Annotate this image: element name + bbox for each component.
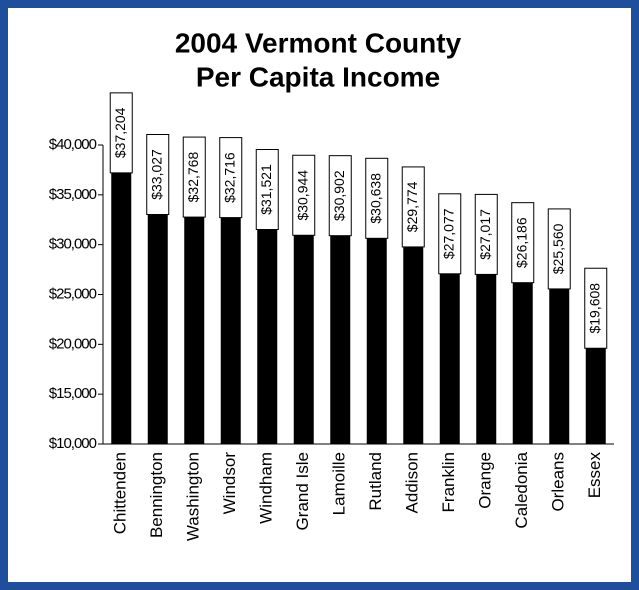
x-tick-label: Bennington xyxy=(147,452,166,538)
y-tick-label: $25,000 xyxy=(49,285,97,302)
bar xyxy=(293,235,314,444)
y-tick-label: $20,000 xyxy=(49,335,97,352)
y-tick-label: $15,000 xyxy=(49,385,97,402)
value-label: $32,716 xyxy=(221,152,237,203)
value-label-box xyxy=(219,137,243,219)
x-tick-label: Essex xyxy=(585,452,604,499)
bar xyxy=(111,172,132,444)
y-tick-label: $40,000 xyxy=(49,136,97,153)
bar xyxy=(220,217,241,444)
value-label-box xyxy=(182,136,206,218)
value-label-box xyxy=(474,193,498,275)
x-tick-label: Caledonia xyxy=(512,451,531,528)
y-tick-label: $35,000 xyxy=(49,186,97,203)
bar xyxy=(366,238,387,444)
value-label: $31,521 xyxy=(258,164,274,215)
bar xyxy=(403,246,424,444)
bar xyxy=(512,282,533,444)
value-label: $26,186 xyxy=(513,217,529,268)
x-tick-label: Grand Isle xyxy=(293,452,312,530)
value-label-box xyxy=(146,133,170,215)
value-label: $30,944 xyxy=(294,170,310,221)
value-label-box xyxy=(328,155,352,237)
value-label-box xyxy=(584,267,608,349)
bar xyxy=(585,348,606,444)
value-label: $37,204 xyxy=(112,107,128,158)
value-label: $25,560 xyxy=(550,223,566,274)
x-tick-label: Windsor xyxy=(220,452,239,515)
y-tick-label: $10,000 xyxy=(49,435,97,452)
chart-title: Per Capita Income xyxy=(196,61,440,92)
x-tick-label: Orleans xyxy=(549,452,568,512)
x-tick-label: Rutland xyxy=(366,452,385,511)
value-label-box xyxy=(255,149,279,231)
value-label-box xyxy=(511,202,535,284)
x-tick-label: Lamoille xyxy=(330,452,349,515)
bar xyxy=(439,273,460,444)
bar xyxy=(549,288,570,444)
value-label: $27,077 xyxy=(440,208,456,259)
value-label: $30,902 xyxy=(331,170,347,221)
bar xyxy=(147,214,168,444)
value-label-box xyxy=(438,193,462,275)
x-tick-label: Windham xyxy=(257,452,276,524)
y-tick-label: $30,000 xyxy=(49,236,97,253)
value-label-box xyxy=(365,157,389,239)
bar xyxy=(330,235,351,444)
bar xyxy=(476,274,497,444)
x-tick-label: Orange xyxy=(476,452,495,509)
bar xyxy=(184,217,205,444)
chart-title: 2004 Vermont County xyxy=(175,27,462,58)
value-label: $27,017 xyxy=(477,209,493,260)
value-label: $33,027 xyxy=(148,149,164,200)
value-label-box xyxy=(401,166,425,248)
value-label: $30,638 xyxy=(367,173,383,224)
value-label: $19,608 xyxy=(586,283,602,334)
value-label-box xyxy=(109,92,133,174)
x-tick-label: Washington xyxy=(184,452,203,541)
value-label: $32,768 xyxy=(185,152,201,203)
value-label: $29,774 xyxy=(404,181,420,232)
bar xyxy=(257,229,278,444)
x-tick-label: Addison xyxy=(403,452,422,513)
value-label-box xyxy=(292,154,316,236)
x-tick-label: Chittenden xyxy=(111,452,130,534)
value-label-box xyxy=(547,208,571,290)
x-tick-label: Franklin xyxy=(439,452,458,512)
